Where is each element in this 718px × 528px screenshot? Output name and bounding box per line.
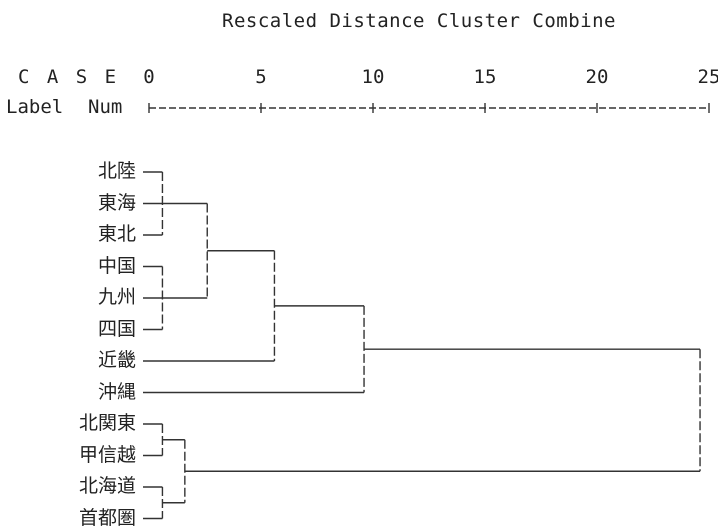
case-label: 四国 <box>97 317 136 340</box>
axis-tick-label: 20 <box>585 66 609 88</box>
axis-tick-label: 5 <box>255 66 267 88</box>
case-label: 沖縄 <box>97 380 136 403</box>
case-label: 甲信越 <box>78 443 136 466</box>
axis-tick-label: 0 <box>143 66 155 88</box>
case-header: C A S E <box>18 66 120 88</box>
case-label: 北関東 <box>78 411 136 434</box>
case-label: 東北 <box>97 222 136 245</box>
case-label: 近畿 <box>97 348 136 371</box>
case-label: 九州 <box>97 285 136 308</box>
case-label: 北陸 <box>97 159 136 182</box>
label-header: Label <box>6 96 64 118</box>
case-label: 中国 <box>97 254 136 277</box>
axis-tick-label: 15 <box>473 66 497 88</box>
axis-tick-label: 25 <box>697 66 718 88</box>
case-label: 東海 <box>97 191 136 214</box>
axis-tick-label: 10 <box>361 66 385 88</box>
chart-title: Rescaled Distance Cluster Combine <box>222 10 616 32</box>
num-header: Num <box>88 96 123 118</box>
case-label: 首都圏 <box>78 506 136 528</box>
case-label: 北海道 <box>78 474 136 497</box>
